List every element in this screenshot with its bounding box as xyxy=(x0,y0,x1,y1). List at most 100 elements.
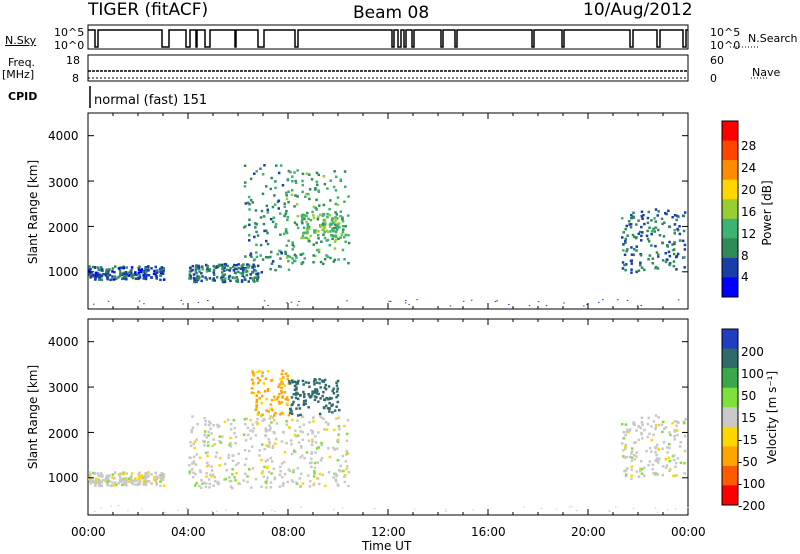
echo-cell xyxy=(315,198,318,202)
echo-cell xyxy=(189,266,192,270)
echo-cell xyxy=(313,229,316,232)
echo-cell xyxy=(625,249,628,253)
echo-cell xyxy=(264,460,268,463)
echo-cell xyxy=(303,231,306,234)
power-ytick-2000: 2000 xyxy=(48,221,79,235)
echo-cell xyxy=(332,221,335,224)
echo-cell xyxy=(314,228,318,232)
echo-cell xyxy=(374,507,376,509)
echo-cell xyxy=(302,390,305,394)
echo-cell xyxy=(220,276,223,280)
echo-cell xyxy=(295,391,298,394)
echo-cell xyxy=(676,457,680,460)
echo-cell xyxy=(317,173,320,177)
echo-cell xyxy=(191,268,194,272)
echo-cell xyxy=(314,388,317,391)
echo-cell xyxy=(235,264,238,267)
echo-cell xyxy=(256,376,260,380)
echo-cell xyxy=(269,456,273,460)
echo-cell xyxy=(635,451,638,454)
echo-cell xyxy=(212,484,215,487)
echo-cell xyxy=(313,390,316,393)
echo-cell xyxy=(528,305,531,307)
echo-cell xyxy=(583,305,585,307)
echo-cell xyxy=(259,216,263,219)
echo-cell xyxy=(295,393,298,396)
echo-cell xyxy=(225,469,228,472)
echo-cell xyxy=(312,475,316,478)
echo-cell xyxy=(246,265,250,268)
echo-cell xyxy=(623,456,626,459)
echo-cell xyxy=(264,480,267,484)
velocity-ylabel: Slant Range [km] xyxy=(26,364,40,470)
echo-cell xyxy=(323,484,327,488)
echo-cell xyxy=(330,397,333,400)
echo-cell xyxy=(342,469,345,473)
echo-cell xyxy=(251,467,255,470)
echo-cell xyxy=(651,463,655,466)
echo-cell xyxy=(307,393,310,396)
echo-cell xyxy=(221,279,225,282)
echo-cell xyxy=(664,260,668,264)
power-colorbar xyxy=(721,120,739,298)
echo-cell xyxy=(255,276,258,280)
echo-cell xyxy=(654,427,657,431)
echo-cell xyxy=(251,370,254,373)
echo-cell xyxy=(261,470,264,473)
echo-cell xyxy=(300,253,303,257)
echo-cell xyxy=(337,416,341,419)
echo-cell xyxy=(199,470,202,474)
echo-cell xyxy=(218,464,221,467)
echo-cell xyxy=(231,486,234,490)
echo-cell xyxy=(338,428,341,431)
echo-cell xyxy=(285,423,289,426)
nave-tick-high: 60 xyxy=(710,54,724,67)
colorbar-swatch xyxy=(722,257,738,278)
echo-cell xyxy=(108,479,112,483)
echo-cell xyxy=(287,468,291,471)
echo-cell xyxy=(235,267,239,271)
echo-cell xyxy=(233,476,236,479)
echo-cell xyxy=(121,273,124,276)
echo-cell xyxy=(650,438,653,442)
echo-cell xyxy=(252,392,256,395)
echo-cell xyxy=(337,237,340,241)
echo-cell xyxy=(675,268,678,271)
echo-cell xyxy=(668,468,672,471)
echo-cell xyxy=(209,422,212,425)
echo-cell xyxy=(275,397,279,401)
echo-cell xyxy=(335,175,338,179)
echo-cell xyxy=(252,372,255,375)
echo-cell xyxy=(223,269,226,272)
echo-cell xyxy=(320,441,323,445)
echo-cell xyxy=(344,185,347,188)
echo-cell xyxy=(222,275,225,279)
echo-cell xyxy=(668,254,672,258)
echo-cell xyxy=(213,273,216,276)
echo-cell xyxy=(347,470,351,474)
colorbar-swatch xyxy=(722,160,738,181)
echo-cell xyxy=(645,449,648,453)
echo-cell xyxy=(663,221,666,224)
echo-cell xyxy=(223,266,226,269)
echo-cell xyxy=(317,230,320,233)
echo-cell xyxy=(291,175,294,178)
echo-cell xyxy=(90,271,93,274)
echo-cell xyxy=(153,475,156,479)
echo-cell xyxy=(675,218,678,222)
echo-cell xyxy=(162,267,166,270)
echo-cell xyxy=(265,444,268,447)
echo-cell xyxy=(311,390,314,393)
echo-cell xyxy=(671,248,675,252)
echo-cell xyxy=(137,271,141,275)
echo-cell xyxy=(647,240,651,243)
echo-cell xyxy=(295,382,298,386)
echo-cell xyxy=(333,170,336,173)
echo-cell xyxy=(645,234,649,238)
echo-cell xyxy=(138,482,142,485)
echo-cell xyxy=(196,422,199,426)
echo-cell xyxy=(687,507,690,508)
echo-cell xyxy=(255,223,258,226)
echo-cell xyxy=(91,479,95,483)
echo-cell xyxy=(194,266,198,270)
